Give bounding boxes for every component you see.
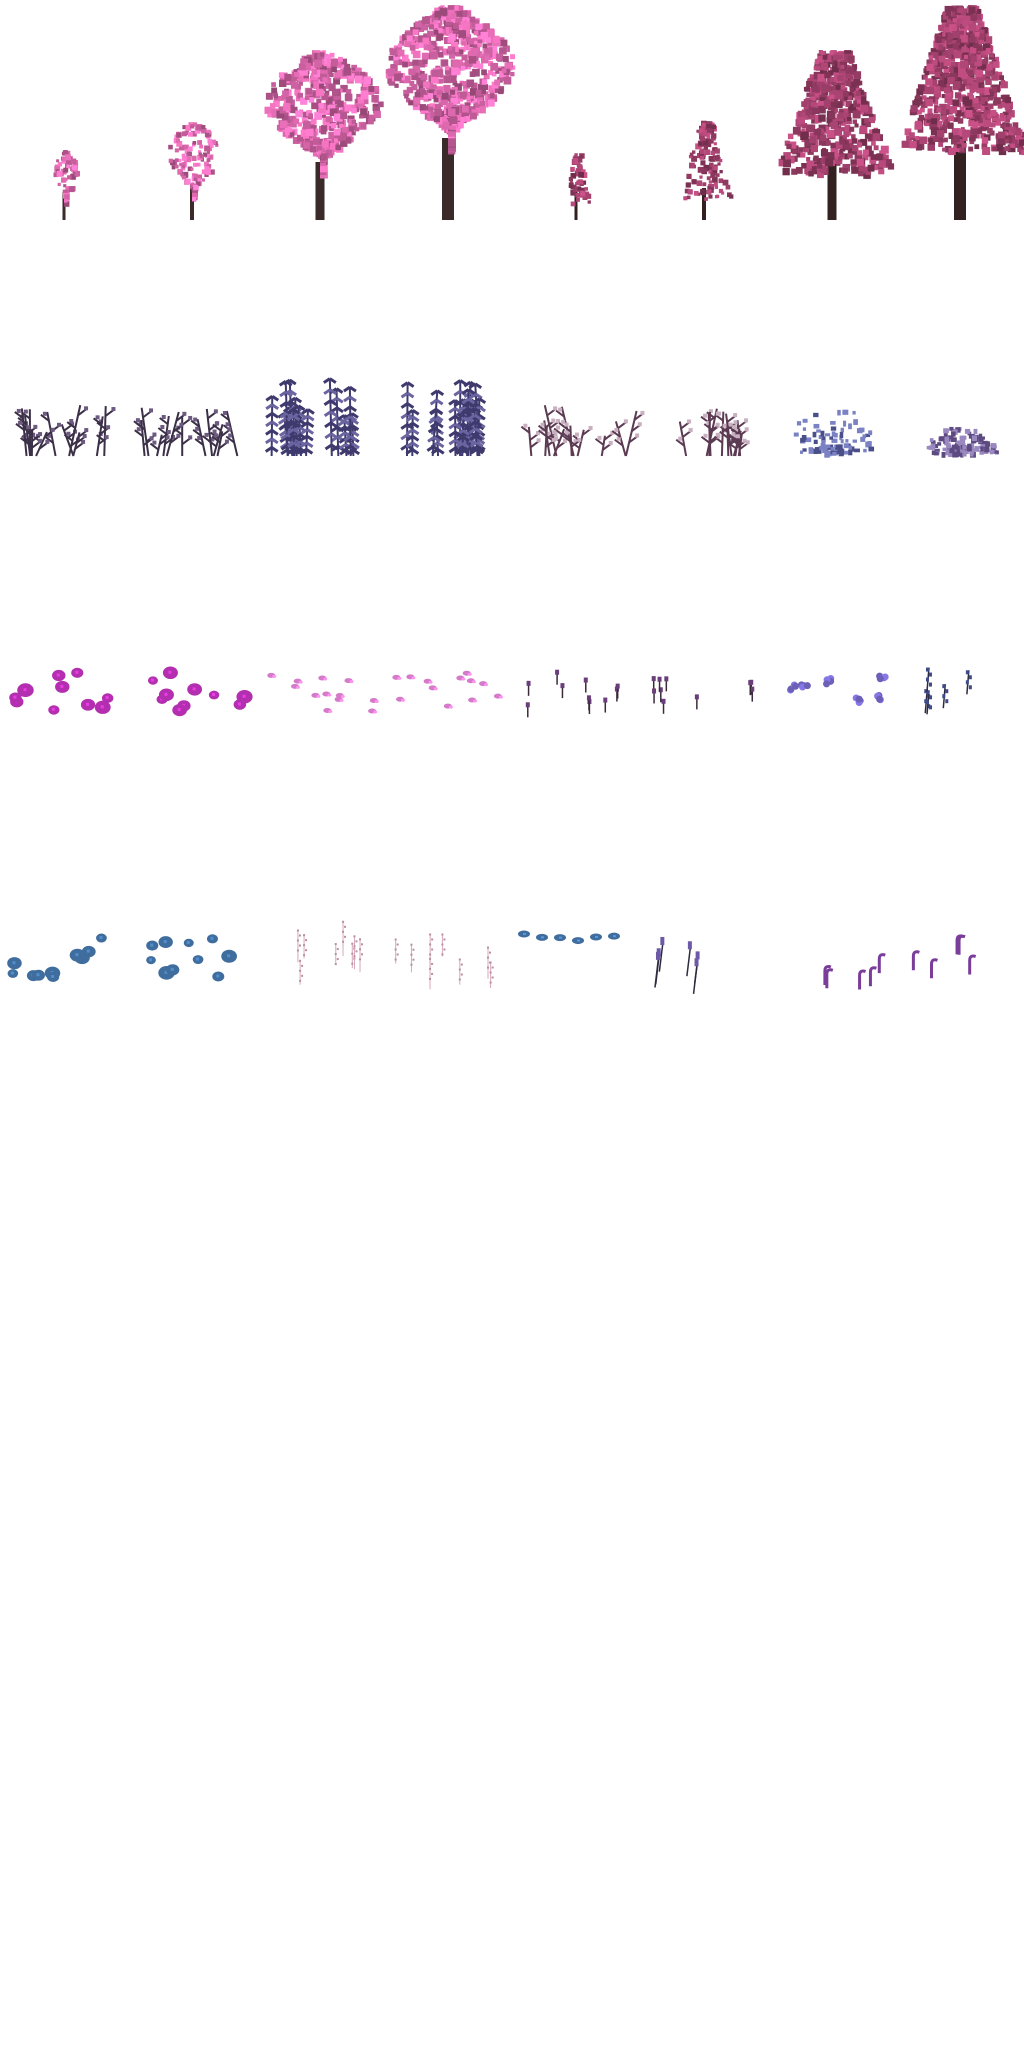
mauve-tree-sapling-sprite-graphic	[568, 153, 592, 220]
lavender-stalks-sprite-graphic	[654, 936, 700, 994]
lavender-stalks-sprite	[640, 768, 768, 1024]
pink-petal-patch-a-sprite	[256, 512, 384, 768]
lavender-bush-sprite-graphic	[926, 426, 999, 458]
pink-tree-sapling-sprite	[0, 0, 128, 256]
purple-curl-sprouts-b-sprite	[896, 768, 1024, 1024]
pink-tree-young-sprite	[128, 0, 256, 256]
indigo-fern-shrub-b-sprite	[384, 256, 512, 512]
dark-thorn-shrub-b-sprite-graphic	[133, 407, 239, 457]
indigo-fern-shrub-a-sprite-graphic	[264, 377, 361, 457]
mauve-speckled-shrub-b-sprite	[640, 256, 768, 512]
indigo-fern-shrub-b-sprite-graphic	[400, 379, 487, 457]
pink-petal-patch-a-sprite-graphic	[267, 672, 379, 714]
violet-blossom-cluster-sprite	[768, 512, 896, 768]
dark-thorn-shrub-a-sprite-graphic	[14, 404, 116, 457]
pink-petal-patch-b-sprite	[384, 512, 512, 768]
mauve-tree-young-sprite-graphic	[683, 120, 734, 220]
mauve-speckled-shrub-b-sprite-graphic	[675, 408, 750, 457]
mauve-tree-large-sprite	[896, 0, 1024, 256]
pale-pink-grass-a-sprite-graphic	[296, 920, 364, 985]
pink-tree-mature-sprite-graphic	[264, 50, 384, 220]
blue-flower-patch-b-sprite	[128, 768, 256, 1024]
sprite-sheet	[0, 0, 1024, 1024]
lavender-bush-sprite	[896, 256, 1024, 512]
pink-tree-large-sprite-graphic	[385, 5, 516, 220]
dark-thorn-shrub-a-sprite	[0, 256, 128, 512]
pink-petal-patch-b-sprite-graphic	[392, 670, 503, 709]
pale-pink-grass-a-sprite	[256, 768, 384, 1024]
dark-thorn-shrub-b-sprite	[128, 256, 256, 512]
magenta-flower-patch-b-sprite	[128, 512, 256, 768]
magenta-flower-patch-a-sprite	[0, 512, 128, 768]
mauve-speckled-shrub-a-sprite-graphic	[520, 404, 645, 457]
indigo-spike-flowers-sprite-graphic	[924, 667, 972, 715]
purple-sprout-patch-b-sprite-graphic	[651, 676, 755, 714]
blue-leaf-trail-sprite	[512, 768, 640, 1024]
pink-tree-mature-sprite	[256, 0, 384, 256]
mauve-tree-mature-sprite-graphic	[778, 50, 895, 220]
purple-curl-sprouts-a-sprite-graphic	[823, 953, 886, 990]
blue-flower-patch-b-sprite-graphic	[146, 934, 237, 982]
purple-sprout-patch-a-sprite-graphic	[525, 669, 620, 718]
pink-tree-sapling-sprite-graphic	[53, 150, 80, 220]
blue-flower-patch-a-sprite-graphic	[7, 933, 107, 983]
purple-sprout-patch-a-sprite	[512, 512, 640, 768]
violet-blossom-cluster-sprite-graphic	[787, 672, 889, 706]
magenta-flower-patch-a-sprite-graphic	[9, 667, 114, 715]
blue-violet-bush-sprite-graphic	[793, 409, 875, 458]
blue-violet-bush-sprite	[768, 256, 896, 512]
blue-flower-patch-a-sprite	[0, 768, 128, 1024]
pale-pink-grass-b-sprite-graphic	[394, 933, 494, 990]
mauve-speckled-shrub-a-sprite	[512, 256, 645, 512]
mauve-tree-young-sprite	[640, 0, 768, 256]
mauve-tree-mature-sprite	[768, 0, 896, 256]
pink-tree-young-sprite-graphic	[168, 122, 219, 220]
pink-tree-large-sprite	[384, 0, 516, 256]
pale-pink-grass-b-sprite	[384, 768, 512, 1024]
mauve-tree-sapling-sprite	[512, 0, 640, 256]
magenta-flower-patch-b-sprite-graphic	[147, 666, 253, 717]
indigo-fern-shrub-a-sprite	[256, 256, 384, 512]
indigo-spike-flowers-sprite	[896, 512, 1024, 768]
blue-leaf-trail-sprite-graphic	[518, 930, 620, 945]
purple-curl-sprouts-b-sprite-graphic	[911, 934, 977, 979]
purple-sprout-patch-b-sprite	[640, 512, 768, 768]
mauve-tree-large-sprite-graphic	[901, 5, 1024, 220]
purple-curl-sprouts-a-sprite	[768, 768, 896, 1024]
